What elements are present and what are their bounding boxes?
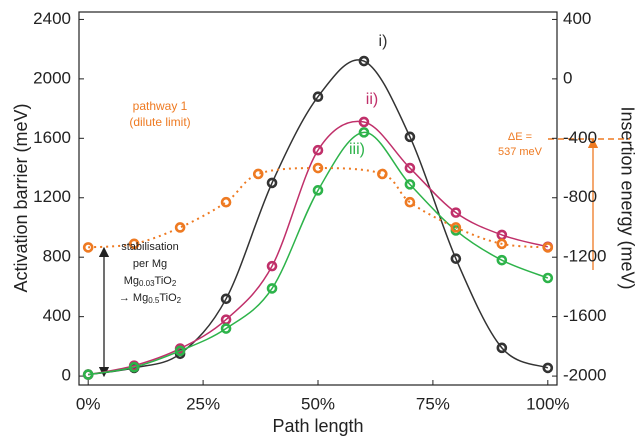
y2-tick-label: -2000 xyxy=(563,366,606,385)
y-tick-label: 2400 xyxy=(33,9,71,28)
y2-tick-label: -800 xyxy=(563,187,597,206)
data-point xyxy=(266,283,278,294)
y2-tick-label: 0 xyxy=(563,68,572,87)
series-line xyxy=(88,167,548,249)
annotation-part: TiO xyxy=(159,292,177,304)
y-tick-label: 0 xyxy=(62,366,71,385)
data-point xyxy=(496,254,508,266)
data-point xyxy=(220,293,232,305)
series-line xyxy=(88,131,549,376)
annotation-part: → Mg xyxy=(119,292,148,304)
data-point xyxy=(496,342,508,354)
data-point xyxy=(404,162,416,174)
data-point xyxy=(128,238,140,250)
data-point xyxy=(450,253,462,264)
data-point xyxy=(128,361,140,373)
data-point xyxy=(266,260,278,272)
y-tick-label: 1600 xyxy=(33,128,71,147)
stabilisation-label: → Mg0.5TiO2 xyxy=(119,292,182,305)
data-point xyxy=(82,242,94,253)
data-point xyxy=(542,242,554,253)
plot-frame xyxy=(78,11,558,386)
data-point xyxy=(496,238,508,250)
data-point xyxy=(312,185,324,196)
data-point xyxy=(312,91,324,103)
y-tick-label: 400 xyxy=(43,306,71,325)
data-point xyxy=(542,272,554,284)
series-label: i) xyxy=(379,33,388,50)
x-tick-label: 100% xyxy=(526,394,569,413)
annotation-part: 0.5 xyxy=(148,296,160,305)
y-tick-label: 2000 xyxy=(33,68,71,87)
data-point xyxy=(404,196,416,208)
data-point xyxy=(312,144,324,156)
x-axis-title: Path length xyxy=(272,416,363,436)
annotation-part: 2 xyxy=(172,279,177,288)
y2-axis-title: Insertion energy (meV) xyxy=(617,106,637,289)
y-axis-title: Activation barrier (meV) xyxy=(11,103,31,292)
data-point xyxy=(174,222,186,233)
data-point xyxy=(220,323,232,334)
series-note: (dilute limit) xyxy=(129,115,190,129)
x-tick-label: 75% xyxy=(416,394,450,413)
annotation-part: 0.03 xyxy=(139,279,155,288)
data-point xyxy=(450,207,462,218)
x-tick-label: 25% xyxy=(186,394,220,413)
x-tick-label: 0% xyxy=(76,394,101,413)
data-point xyxy=(377,168,388,180)
y-tick-label: 1200 xyxy=(33,187,71,206)
stabilisation-label: Mg0.03TiO2 xyxy=(124,275,177,288)
data-point xyxy=(404,131,416,143)
y2-tick-label: -1600 xyxy=(563,306,606,325)
annotation-part: per Mg xyxy=(133,258,167,270)
y2-tick-label: 400 xyxy=(563,9,591,28)
data-point xyxy=(404,179,416,190)
stabilisation-label: per Mg xyxy=(133,258,167,270)
series-label: iii) xyxy=(349,141,365,158)
data-point xyxy=(358,55,370,67)
data-point xyxy=(358,116,370,128)
series-label: ii) xyxy=(366,91,378,108)
y2-tick-label: -400 xyxy=(563,128,597,147)
data-point xyxy=(220,196,232,208)
annotation-part: 2 xyxy=(177,296,182,305)
annotation-part: stabilisation xyxy=(121,241,178,253)
x-tick-label: 50% xyxy=(301,394,335,413)
delta-e-label: 537 meV xyxy=(498,146,543,158)
stabilisation-label: stabilisation xyxy=(121,241,178,253)
annotation-part: TiO xyxy=(155,275,173,287)
data-point xyxy=(312,162,324,174)
delta-e-label: ΔE = xyxy=(508,131,532,143)
data-point xyxy=(174,345,186,357)
data-point xyxy=(358,127,370,138)
data-point xyxy=(252,168,264,180)
data-point xyxy=(542,362,554,374)
annotation-part: Mg xyxy=(124,275,139,287)
data-point xyxy=(266,177,278,189)
y2-tick-label: -1200 xyxy=(563,247,606,266)
series-label: pathway 1 xyxy=(133,99,188,113)
y-tick-label: 800 xyxy=(43,247,71,266)
data-point xyxy=(82,369,94,380)
data-point xyxy=(450,222,462,233)
